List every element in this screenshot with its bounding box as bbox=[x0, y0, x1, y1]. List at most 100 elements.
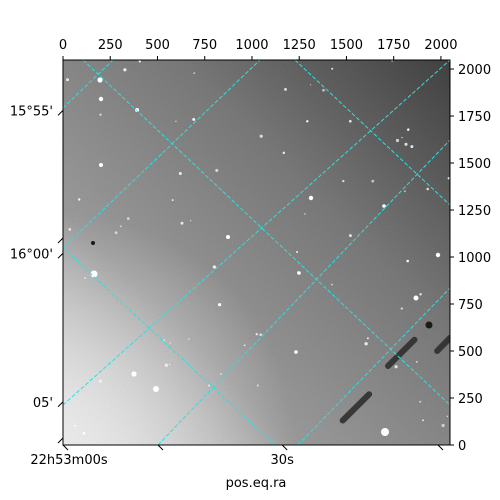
bright-star bbox=[226, 235, 230, 239]
dec-grid-line bbox=[63, 60, 114, 109]
star bbox=[78, 198, 81, 201]
dark-spot bbox=[91, 241, 95, 245]
bright-star bbox=[97, 77, 103, 83]
star bbox=[407, 128, 410, 131]
star bbox=[401, 136, 403, 139]
star bbox=[169, 363, 171, 366]
star bbox=[410, 145, 414, 149]
star bbox=[404, 142, 408, 146]
plot-frame bbox=[62, 59, 451, 446]
ra-grid-line bbox=[294, 60, 450, 206]
star bbox=[243, 344, 246, 347]
right-tick-label: 0 bbox=[458, 439, 466, 454]
dec-grid-line bbox=[63, 60, 450, 406]
star bbox=[255, 333, 258, 336]
star bbox=[331, 283, 333, 286]
top-tick-label: 0 bbox=[59, 38, 67, 53]
bright-star bbox=[99, 163, 103, 167]
star bbox=[331, 67, 334, 70]
dec-grid-line bbox=[297, 287, 450, 445]
right-tick-label: 1500 bbox=[458, 157, 491, 172]
bright-star bbox=[297, 271, 301, 275]
top-tick-label: 500 bbox=[145, 38, 170, 53]
dec-grid-line bbox=[157, 139, 450, 445]
star bbox=[259, 333, 263, 337]
star bbox=[99, 113, 102, 116]
star bbox=[282, 151, 286, 155]
satellite-streak bbox=[434, 334, 450, 355]
star bbox=[164, 363, 169, 367]
star bbox=[120, 225, 122, 228]
top-tick-label: 1250 bbox=[283, 38, 316, 53]
ra-tick-label: 22h53m00s bbox=[30, 453, 108, 468]
star bbox=[309, 84, 312, 86]
star bbox=[192, 117, 196, 121]
star bbox=[426, 187, 429, 191]
stars bbox=[66, 60, 450, 436]
star bbox=[175, 120, 177, 123]
top-tick-label: 250 bbox=[98, 38, 123, 53]
satellite-streak bbox=[339, 391, 373, 424]
dec-axis: 15°55' 16°00' 05' bbox=[10, 104, 64, 444]
star bbox=[395, 138, 400, 143]
star bbox=[364, 342, 368, 346]
top-pixel-axis: 0 250 500 750 1000 1250 1500 1750 2000 bbox=[59, 38, 457, 60]
dec-tick-label: 16°00' bbox=[10, 247, 53, 262]
star bbox=[306, 120, 309, 123]
right-tick-label: 1750 bbox=[458, 110, 491, 125]
top-tick-label: 1750 bbox=[377, 38, 410, 53]
star bbox=[348, 119, 352, 123]
star bbox=[441, 423, 445, 428]
top-tick-label: 1500 bbox=[330, 38, 363, 53]
bright-star bbox=[413, 295, 419, 301]
top-tick-label: 2000 bbox=[424, 38, 457, 53]
star bbox=[188, 338, 190, 340]
star bbox=[193, 72, 196, 74]
ra-minor-tick bbox=[437, 444, 444, 451]
star bbox=[123, 68, 127, 72]
dec-tick-label: 15°55' bbox=[10, 104, 53, 119]
star bbox=[68, 228, 72, 231]
star bbox=[169, 342, 171, 344]
right-tick-label: 1250 bbox=[458, 204, 491, 219]
star bbox=[163, 339, 165, 341]
ra-tick-mark bbox=[281, 444, 288, 451]
star bbox=[218, 303, 222, 307]
satellite-streaks bbox=[339, 334, 450, 424]
star bbox=[98, 379, 103, 383]
star bbox=[400, 307, 403, 310]
star bbox=[171, 199, 174, 202]
right-tick-label: 750 bbox=[458, 298, 483, 313]
star bbox=[220, 373, 222, 375]
star bbox=[366, 337, 369, 340]
star bbox=[422, 419, 424, 422]
star bbox=[178, 172, 182, 175]
top-tick-label: 750 bbox=[192, 38, 217, 53]
bright-star bbox=[382, 204, 386, 208]
dec-minor-tick bbox=[57, 237, 64, 244]
star bbox=[259, 134, 263, 138]
star bbox=[66, 78, 69, 82]
star bbox=[84, 277, 86, 279]
star bbox=[215, 168, 219, 172]
dec-tick-label: 05' bbox=[33, 396, 53, 411]
star bbox=[348, 234, 352, 238]
star bbox=[190, 220, 192, 222]
star bbox=[114, 231, 118, 235]
bright-star bbox=[153, 386, 159, 392]
ra-axis: 22h53m00s 30s bbox=[30, 444, 444, 468]
star bbox=[394, 365, 398, 369]
ra-minor-tick bbox=[157, 444, 164, 451]
star bbox=[371, 179, 375, 183]
star bbox=[322, 88, 325, 92]
ra-tick-mark bbox=[62, 444, 69, 451]
star bbox=[406, 259, 409, 263]
dark-spot bbox=[425, 321, 433, 329]
bright-star bbox=[308, 195, 314, 201]
satellite-streak bbox=[385, 336, 418, 370]
star bbox=[419, 293, 422, 296]
ra-grid-line bbox=[63, 247, 276, 445]
star bbox=[284, 88, 287, 91]
star bbox=[295, 250, 299, 254]
star bbox=[342, 179, 345, 183]
